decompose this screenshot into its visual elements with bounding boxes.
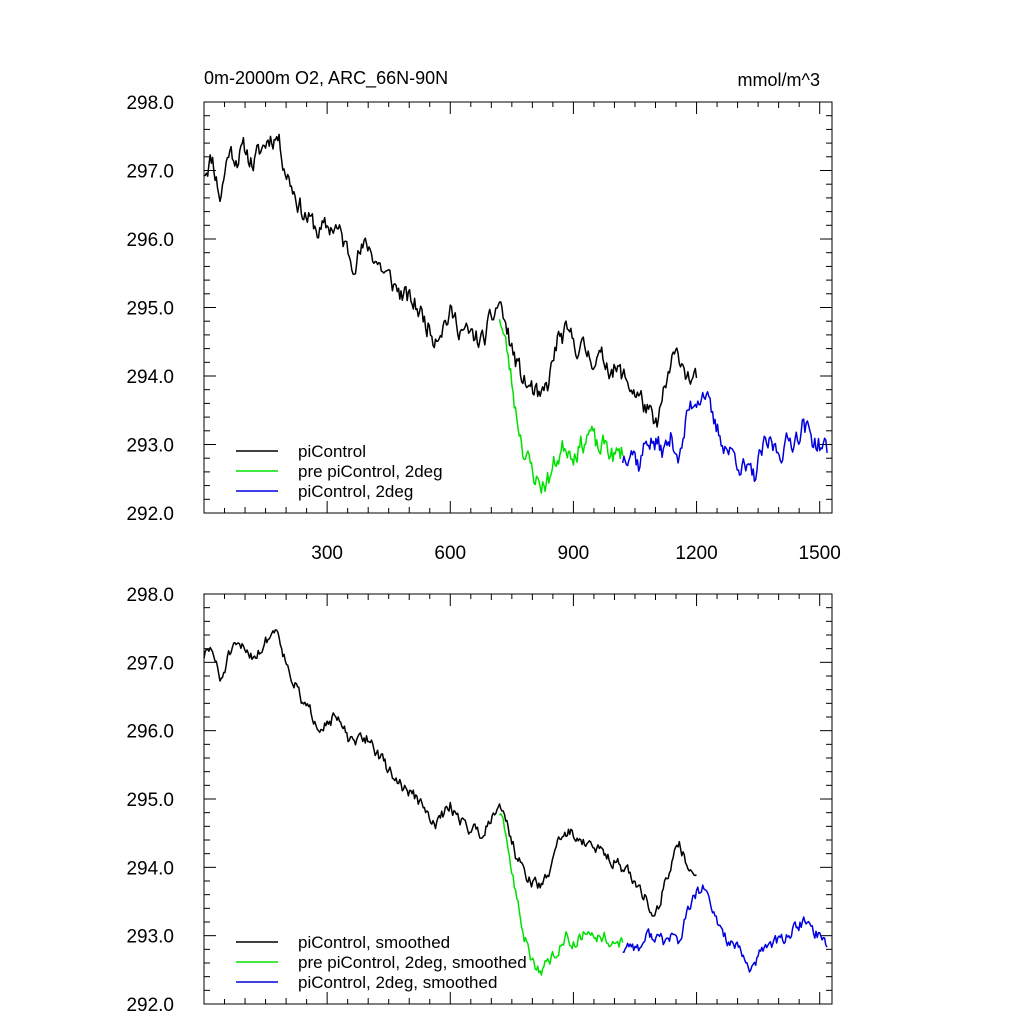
legend-label: pre piControl, 2deg, smoothed	[298, 953, 527, 972]
axis-ticks	[204, 593, 832, 1005]
y-tick-label: 297.0	[126, 162, 174, 183]
y-tick-label: 295.0	[126, 790, 174, 811]
y-tick-label: 294.0	[126, 858, 174, 879]
x-tick-label: 300	[311, 543, 343, 564]
x-tick-label: 900	[558, 543, 590, 564]
series-line-2	[498, 813, 624, 976]
y-tick-label: 298.0	[126, 585, 174, 606]
bottom-panel: 298.0 297.0 296.0 295.0 294.0 293.0 292.0 piCon…	[126, 585, 833, 1016]
series-line-3	[621, 391, 828, 483]
top-panel: 298.0 297.0 296.0 295.0 294.0 293.0 292.0 300 60…	[126, 93, 840, 564]
y-tick-label: 292.0	[126, 995, 174, 1016]
x-tick-label: 1200	[675, 543, 717, 564]
legend-label: piControl	[298, 442, 366, 461]
legend-label: piControl, 2deg	[298, 482, 413, 501]
legend-label: piControl, 2deg, smoothed	[298, 973, 497, 992]
x-tick-label: 1500	[799, 543, 841, 564]
y-tick-label: 293.0	[126, 927, 174, 948]
legend-label: pre piControl, 2deg	[298, 462, 443, 481]
axis-ticks	[204, 101, 832, 514]
series-line-3	[622, 884, 828, 973]
y-tick-label: 297.0	[126, 653, 174, 674]
chart-title: 0m-2000m O2, ARC_66N-90N	[204, 68, 448, 89]
y-tick-label: 294.0	[126, 367, 174, 388]
units-label: mmol/m^3	[738, 70, 820, 90]
y-tick-label: 293.0	[126, 436, 174, 457]
series-line-2	[498, 319, 624, 494]
y-tick-label: 292.0	[126, 504, 174, 525]
x-tick-label: 600	[434, 543, 466, 564]
legend-label: piControl, smoothed	[298, 933, 450, 952]
y-tick-label: 298.0	[126, 93, 174, 114]
series-line-1	[203, 629, 697, 917]
y-tick-label: 296.0	[126, 230, 174, 251]
y-tick-label: 296.0	[126, 722, 174, 743]
series-line-1	[204, 133, 698, 428]
y-tick-label: 295.0	[126, 299, 174, 320]
